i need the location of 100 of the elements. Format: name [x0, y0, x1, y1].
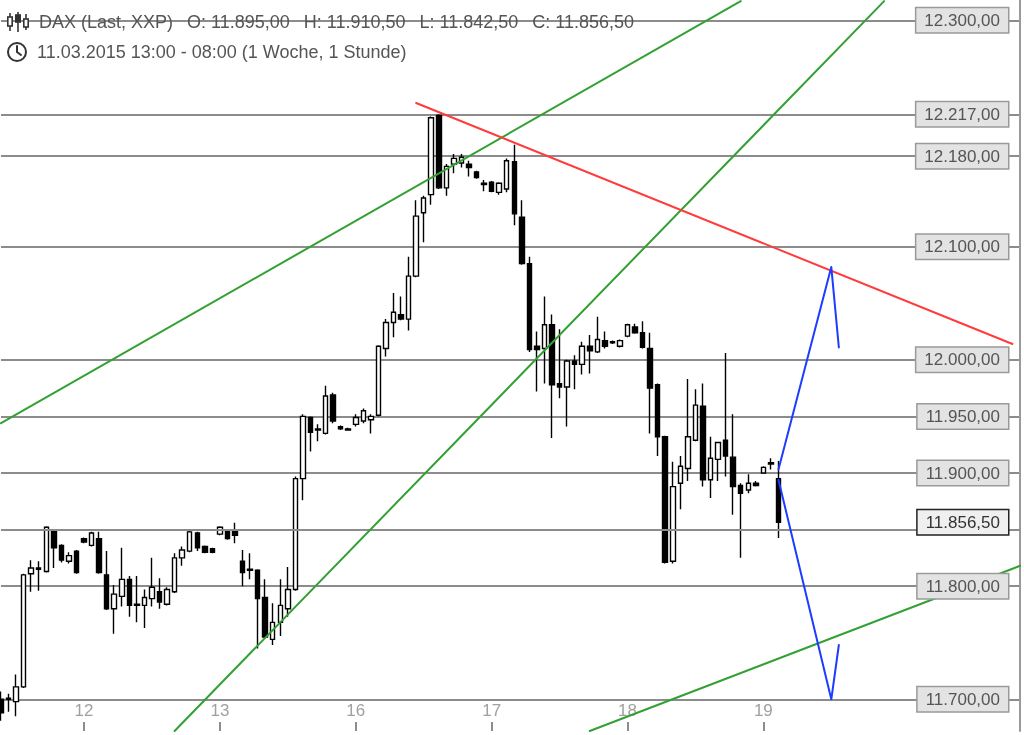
candlestick — [503, 157, 510, 194]
candlestick — [397, 295, 405, 321]
candlestick — [767, 457, 775, 471]
candlestick — [465, 159, 473, 178]
candlestick — [677, 455, 684, 510]
y-tick-label: 11.800,00 — [925, 576, 1000, 596]
candlestick — [639, 320, 646, 350]
y-tick-label: 11.950,00 — [925, 406, 1000, 426]
candlestick — [58, 543, 65, 564]
candlestick — [239, 549, 246, 587]
candlestick — [163, 586, 171, 607]
candlestick — [186, 530, 193, 553]
candlestick — [495, 181, 503, 196]
candlestick — [141, 588, 148, 629]
candlestick — [292, 475, 299, 592]
candlestick — [548, 313, 556, 439]
candlestick — [382, 318, 390, 358]
candlestick — [171, 552, 178, 594]
y-tick-label: 12.300,00 — [924, 10, 1000, 30]
candlestick — [307, 415, 314, 453]
candlestick — [322, 385, 329, 436]
candlestick — [35, 560, 42, 592]
candlestick — [661, 434, 669, 565]
candlestick — [73, 549, 80, 575]
x-tick-label: 16 — [346, 701, 366, 720]
candlestick — [601, 330, 609, 350]
candlestick — [541, 295, 548, 385]
annotation: 11.856,50 — [925, 512, 1000, 532]
y-tick-label: 11.700,00 — [925, 689, 1000, 709]
x-tick-label: 18 — [618, 701, 637, 720]
candlestick — [412, 199, 420, 278]
y-tick-label: 12.100,00 — [924, 237, 1000, 257]
candlestick — [126, 575, 133, 618]
candlestick — [594, 316, 601, 354]
y-tick-label: 11.900,00 — [925, 463, 1000, 483]
candlestick — [209, 546, 216, 555]
candlestick — [20, 573, 27, 689]
candlestick — [103, 550, 110, 611]
candlestick — [473, 170, 480, 180]
candlestick — [299, 413, 307, 501]
y-tick-label: 12.000,00 — [924, 350, 1000, 370]
x-tick-label: 13 — [210, 701, 230, 720]
candlestick — [556, 328, 563, 400]
text: 11.03.2015 13:00 - 08:00 (1 Woche, 1 Stunde) — [37, 41, 407, 63]
candlestick — [284, 566, 292, 618]
candlestick — [375, 344, 382, 418]
candlestick — [722, 352, 729, 478]
candlestick — [420, 195, 427, 243]
candlestick — [631, 322, 639, 335]
candlestick — [329, 391, 337, 424]
candlestick — [5, 692, 12, 713]
candlestick — [148, 557, 156, 608]
candlestick — [65, 551, 73, 565]
candlestick — [533, 330, 541, 393]
candlestick — [526, 256, 533, 353]
y-tick-label: 12.217,00 — [924, 104, 1000, 124]
candlestick — [692, 388, 699, 443]
candlestick — [88, 531, 95, 548]
candlestick — [707, 436, 714, 499]
candlestick — [729, 413, 737, 516]
candlestick — [480, 179, 488, 192]
x-tick-label: 19 — [753, 701, 773, 720]
candlestick — [752, 480, 760, 488]
candlestick — [178, 545, 186, 567]
candlestick — [390, 292, 397, 338]
candlestick — [578, 341, 586, 376]
candlestick — [586, 334, 594, 375]
candlestick — [745, 473, 752, 495]
candlestick — [246, 552, 254, 581]
candlestick — [277, 578, 284, 637]
candlestick — [609, 339, 616, 345]
candlestick — [646, 331, 654, 435]
candlestick — [511, 144, 518, 226]
candlestick — [156, 577, 163, 610]
candlestick — [563, 359, 571, 428]
candlestick — [118, 546, 126, 608]
x-tick-label: 17 — [482, 701, 502, 720]
candlestick — [80, 536, 88, 544]
candlestick — [571, 354, 578, 390]
candlestick — [737, 482, 744, 559]
y-tick-label: 12.180,00 — [924, 146, 1000, 166]
candlestick — [314, 423, 322, 443]
x-tick-label: 12 — [74, 701, 94, 720]
candlestick — [344, 427, 352, 431]
candlestick — [624, 322, 631, 338]
candlestick — [760, 465, 767, 474]
candlestick — [201, 544, 209, 555]
candlestick — [231, 522, 239, 544]
candlestick — [133, 575, 141, 624]
candlestick — [669, 460, 677, 565]
candlestick — [95, 531, 103, 575]
candlestick — [684, 378, 692, 482]
candlestick — [488, 180, 495, 194]
candlestick — [654, 382, 661, 457]
candlestick — [110, 584, 118, 635]
candlestick — [261, 578, 269, 639]
candlestick — [518, 199, 526, 266]
candlestick — [435, 113, 443, 190]
candlestick — [367, 413, 375, 435]
candlestick — [254, 568, 261, 650]
